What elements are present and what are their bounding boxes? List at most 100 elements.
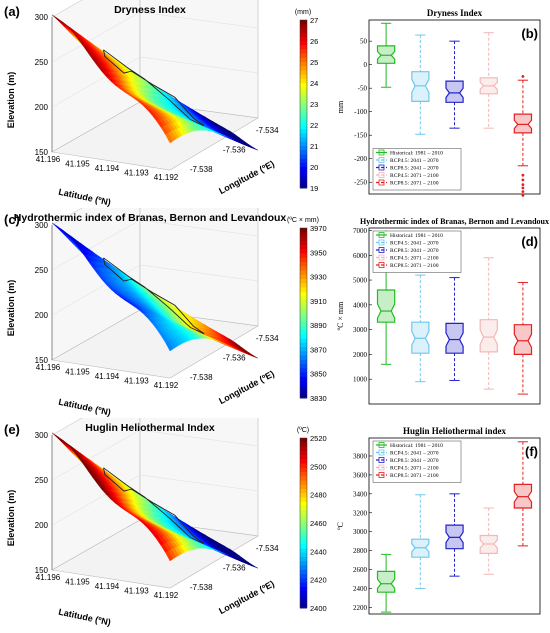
legend-swatch-box [378, 254, 385, 261]
colorbar-segment [300, 330, 307, 335]
legend-swatch-box [378, 239, 385, 246]
outlier-point [521, 190, 525, 194]
colorbar-segment [300, 359, 307, 365]
lat-axis-label: Latitude (ºN) [58, 397, 112, 418]
lon-tick-label: -7.538 [190, 165, 213, 174]
colorbar-tick-label: 3930 [310, 273, 327, 282]
colorbar-segment [300, 24, 307, 29]
z-tick-label: 250 [35, 476, 49, 485]
colorbar-segment [300, 228, 307, 233]
outlier-point [521, 194, 525, 197]
colorbar-segment [300, 62, 307, 67]
colorbar-tick-label: 3910 [310, 297, 327, 306]
colorbar-segment [300, 476, 307, 481]
lon-tick-label: -7.536 [223, 564, 246, 573]
colorbar-frame [299, 437, 308, 609]
colorbar-segment [300, 523, 307, 528]
legend-swatch-box [378, 262, 385, 268]
wall-gridline [139, 11, 259, 29]
lon-tick-label: -7.538 [190, 373, 213, 382]
legend-label: RCP4.5: 2041 – 2070 [390, 451, 439, 457]
colorbar-segment [300, 270, 307, 276]
y-tick-label: -100 [354, 108, 367, 116]
colorbar-tick-label: 3830 [310, 394, 327, 403]
colorbar-segment [300, 232, 307, 237]
colorbar-segment [300, 489, 307, 494]
colorbar-segment [300, 245, 307, 250]
surface-cell [165, 132, 174, 144]
y-tick-label: -150 [354, 132, 367, 140]
colorbar-segment [300, 45, 307, 50]
y-tick-label: 7000 [353, 227, 368, 235]
colorbar-tick-label: 27 [310, 16, 318, 25]
lon-tick-label: -7.536 [223, 354, 246, 363]
colorbar-segment [300, 472, 307, 477]
y-tick-label: -200 [354, 155, 367, 163]
surface-plot-e: 150 200 250 300 Elevation (m) 41.196 41.195 41.… [4, 384, 327, 627]
colorbar-segment [300, 446, 307, 452]
colorbar-tick-label: 23 [310, 100, 318, 109]
colorbar-segment [300, 389, 307, 395]
box-4 [479, 257, 498, 390]
colorbar-segment [300, 393, 307, 399]
colorbar-segment [300, 158, 307, 164]
colorbar-segment [300, 36, 307, 42]
colorbar-segment [300, 171, 307, 176]
lat-tick-label: 41.193 [124, 377, 149, 386]
colorbar-segment [300, 334, 307, 339]
wall-gridline [51, 11, 141, 63]
colorbar-segment [300, 66, 307, 71]
lon-tick-label: -7.534 [256, 334, 279, 343]
box-body [376, 570, 396, 593]
colorbar-tick-label: 19 [310, 184, 318, 193]
panel-letter: (e) [4, 422, 20, 437]
colorbar-segment [300, 548, 307, 554]
colorbar-segment [300, 493, 307, 498]
colorbar-segment [300, 540, 307, 545]
panel-letter: (b) [521, 26, 538, 41]
panel-letter: (f) [525, 444, 538, 459]
colorbar-segment [300, 83, 307, 88]
legend-label: RCP4.5: 2041 – 2070 [390, 158, 439, 164]
colorbar-segment [300, 179, 307, 185]
colorbar-segment [300, 240, 307, 246]
colorbar-segment [300, 262, 307, 267]
z-axis-label: Elevation (m) [6, 490, 16, 547]
y-tick-label: 1000 [353, 376, 368, 384]
lat-tick-label: 41.194 [95, 582, 120, 591]
boxplot-title: Dryness Index [427, 8, 483, 18]
y-tick-label: 50 [360, 38, 368, 46]
z-tick-label: 150 [35, 356, 49, 365]
box-body [411, 71, 430, 103]
box-body [513, 324, 533, 355]
boxplot-panel-f: Huglin Heliothermal index (f) 3800 3600 3400… [335, 418, 550, 628]
box-body [376, 289, 396, 323]
colorbar-segment [300, 574, 307, 579]
colorbar-tick-label: 22 [310, 121, 318, 130]
colorbar-segment [300, 70, 307, 76]
lon-tick-label: -7.538 [190, 583, 213, 592]
y-axis-label: ºC [336, 522, 345, 530]
legend-box [372, 148, 462, 191]
lat-tick-label: 41.194 [95, 164, 120, 173]
lat-tick-label: 41.194 [95, 372, 120, 381]
boxplot-title: Huglin Heliothermal index [403, 426, 507, 436]
box-2 [411, 274, 430, 383]
colorbar-segment [300, 266, 307, 271]
y-tick-label: 2200 [353, 604, 368, 612]
legend-swatch-box [378, 449, 385, 456]
wall-gridline [139, 219, 259, 237]
colorbar-segment [300, 325, 307, 331]
lat-tick-label: 41.193 [124, 587, 149, 596]
colorbar-segment [300, 385, 307, 390]
lat-axis-label: Latitude (ºN) [58, 187, 112, 208]
box-3 [445, 251, 464, 381]
boxplot-panel-d: Hydrothermic index of Branas, Bernon and… [335, 208, 550, 418]
z-tick-label: 200 [35, 521, 49, 530]
colorbar-segment [300, 162, 307, 168]
colorbar-tick-label: 2480 [310, 491, 327, 500]
y-tick-label: 4000 [353, 301, 368, 309]
z-tick-label: 300 [35, 221, 49, 230]
box-3 [445, 40, 464, 129]
colorbar-segment [300, 41, 307, 46]
